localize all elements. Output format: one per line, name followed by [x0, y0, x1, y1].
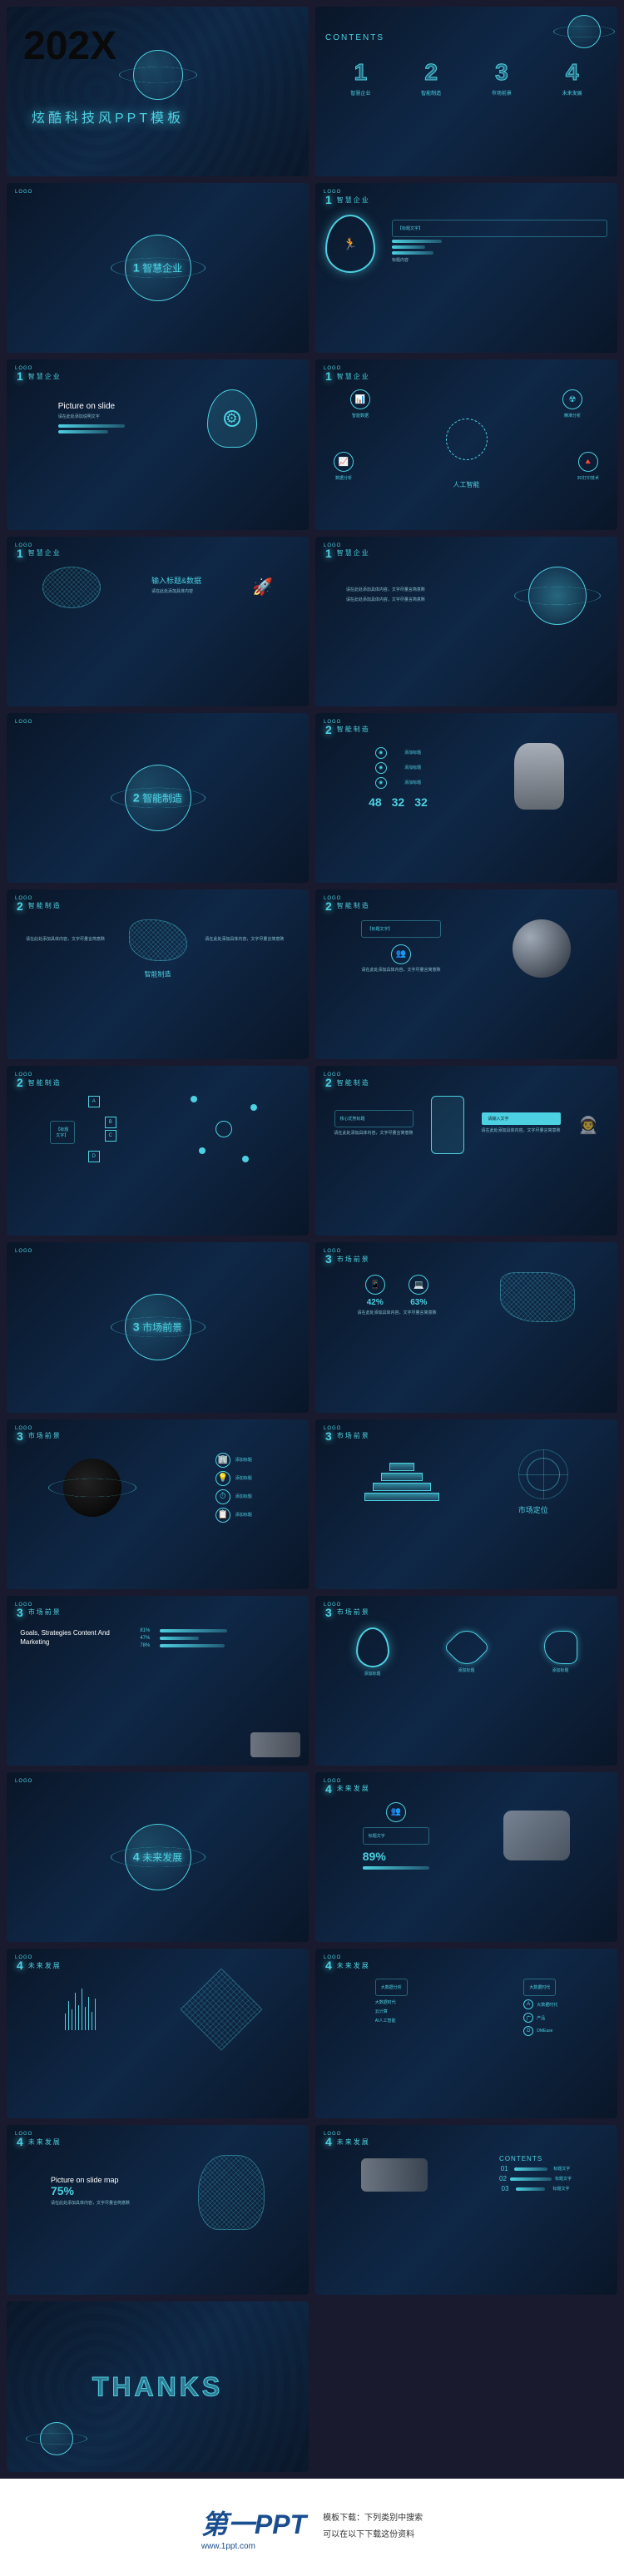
slide-thanks: THANKS: [7, 2301, 309, 2471]
slide-24: LOGO 4 未来发展 大数据分析 大数据时代 云计算 AI人工智能 大数据时代…: [315, 1949, 617, 2118]
wireframe-sphere: [42, 567, 101, 608]
slide-4: LOGO 1 智慧企业 🏃 【标题文字】 标题内容: [315, 183, 617, 353]
head-graphic: [207, 389, 257, 448]
icon-stats: 📈: [334, 452, 354, 472]
robot-image: [514, 743, 564, 810]
wireframe-hand: 智能制造: [129, 919, 187, 961]
line-graph: [65, 1989, 96, 2030]
icon-analysis: ☢: [562, 389, 582, 409]
slide-cover: 202X 炫酷科技风PPT模板: [7, 7, 309, 176]
robot-hand: [503, 1811, 570, 1860]
slide-12: LOGO 2 智能制造 【标题文字】 👥 请在此处添加具体内容，文字尽量言简意赅: [315, 889, 617, 1059]
robot-arm: [250, 1732, 300, 1757]
icon-3d: 🔺: [578, 452, 598, 472]
section-title: 1 智慧企业: [133, 261, 182, 275]
section-title: 3 市场前景: [133, 1320, 182, 1335]
orb-image: [513, 919, 571, 978]
slide-section2-divider: LOGO 2 智能制造: [7, 713, 309, 883]
slide-section1-divider: LOGO 1 智慧企业: [7, 183, 309, 353]
sphere-small: [40, 2422, 73, 2455]
thanks-text: THANKS: [92, 2371, 223, 2402]
contents-item-1: 1 智慧企业: [350, 59, 370, 97]
dark-sphere: [63, 1459, 121, 1517]
slide-16: LOGO 3 市场前景 📱42% 💻63% 请在此处添加具体内容，文字尽量言简意…: [315, 1242, 617, 1412]
slide-5: LOGO 1 智慧企业 Picture on slide 请在此处添加说明文字: [7, 359, 309, 529]
robot-hand-2: [361, 2158, 428, 2192]
slide-contents: CONTENTS 1 智慧企业 2 智能制造 3 市场前景 4 未来发展: [315, 7, 617, 176]
center-ring: [446, 419, 488, 460]
icon: 👥: [391, 944, 411, 964]
contents-item-3: 3 市场前景: [492, 59, 512, 97]
wireframe-hand2: [500, 1272, 575, 1322]
shape-3: [544, 1631, 577, 1664]
slide-13: LOGO 2 智能制造 【标题文字】 A B C D: [7, 1066, 309, 1236]
contents-item-2: 2 智能制造: [421, 59, 441, 97]
astronaut-icon: 👨‍🚀: [578, 1115, 599, 1136]
watermark-footer: 第一PPT www.1ppt.com 模板下载：下列类别中搜索 可以在以下下载这…: [0, 2479, 624, 2576]
contents-item-4: 4 未来发展: [562, 59, 582, 97]
wireframe-face: [198, 2155, 265, 2230]
phone-graphic: [431, 1096, 464, 1154]
slide-8: LOGO 1 智慧企业 请在此处添加具体内容，文字尽量言简意赅 请在此处添加具体…: [315, 537, 617, 706]
slide-23: LOGO 4 未来发展: [7, 1949, 309, 2118]
watermark-logo: 第一PPT: [201, 2504, 306, 2542]
slide-7: LOGO 1 智慧企业 输入标题&数据 请在此处添加具体内容 🚀: [7, 537, 309, 706]
pyramid-chart: [364, 1463, 439, 1501]
drop-graphic: 🏃: [325, 215, 375, 273]
slide-section3-divider: LOGO 3 市场前景: [7, 1242, 309, 1412]
info-box: 【标题文字】: [392, 220, 607, 237]
contents-row: 1 智慧企业 2 智能制造 3 市场前景 4 未来发展: [325, 59, 607, 97]
network-graph: [182, 1096, 265, 1162]
gear-icon: [224, 410, 240, 427]
slide-18: LOGO 3 市场前景 市场定位: [315, 1419, 617, 1589]
cover-title: 炫酷科技风PPT模板: [32, 107, 184, 126]
ai-label: 人工智能: [453, 480, 480, 489]
section-title: 4 未来发展: [133, 1850, 182, 1864]
sphere-graphic: [133, 50, 183, 100]
slide-22: LOGO 4 未来发展 👥 标题文字 89%: [315, 1772, 617, 1942]
slide-19: LOGO 3 市场前景 Goals, Strategies Content An…: [7, 1596, 309, 1766]
section-title: 2 智能制造: [133, 790, 182, 805]
watermark-meta: 模板下载：下列类别中搜索 可以在以下下载这份资料: [323, 2510, 423, 2544]
dotted-sphere: [528, 567, 587, 625]
shape-1: [356, 1627, 389, 1667]
pic-heading: Picture on slide: [58, 402, 125, 411]
rocket-icon: 🚀: [252, 577, 273, 597]
slide-17: LOGO 3 市场前景 🏢添加标题 💡添加标题 ⏱添加标题 📋添加标题: [7, 1419, 309, 1589]
slides-grid: 202X 炫酷科技风PPT模板 CONTENTS 1 智慧企业 2 智能制造 3…: [0, 0, 624, 2479]
grid-diamond: [181, 1969, 263, 2051]
cover-year: 202X: [23, 23, 116, 69]
icon-data: 📊: [350, 389, 370, 409]
slide-25: LOGO 4 未来发展 Picture on slide map 75% 请在此…: [7, 2125, 309, 2295]
logo: LOGO: [15, 190, 32, 195]
sphere-small: [567, 15, 601, 48]
slide-10: LOGO 2 智能制造 ◉添加标题 ◉添加标题 ◉添加标题 48 32 32: [315, 713, 617, 883]
shape-2: [443, 1623, 490, 1671]
slide-20: LOGO 3 市场前景 添加标题 添加标题 添加标题: [315, 1596, 617, 1766]
slide-6: LOGO 1 智慧企业 📊智能数据 ☢精准分析 📈数据分析 🔺3D打印技术 人工…: [315, 359, 617, 529]
slide-11: LOGO 2 智能制造 请在此处添加具体内容，文字尽量言简意赅 智能制造 请在此…: [7, 889, 309, 1059]
slide-section4-divider: LOGO 4 未来发展: [7, 1772, 309, 1942]
slide-26: LOGO 4 未来发展 CONTENTS 01标题文字 02标题文字 03标题文…: [315, 2125, 617, 2295]
slide-14: LOGO 2 智能制造 核心优势标题 请在此处添加具体内容，文字尽量言简意赅 请…: [315, 1066, 617, 1236]
